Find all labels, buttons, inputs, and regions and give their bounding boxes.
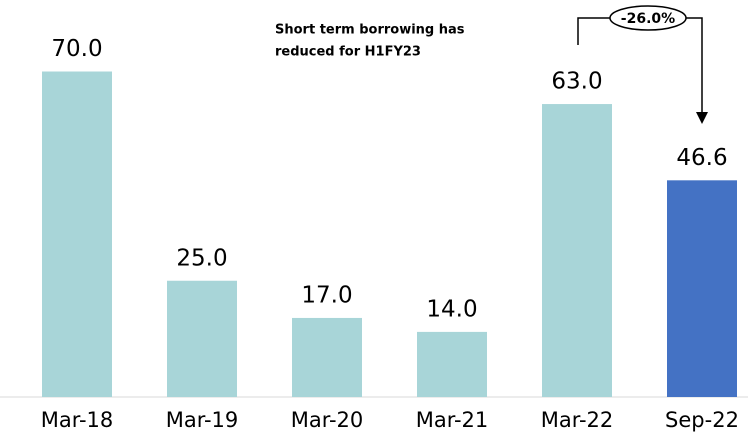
arrow-head [696,112,708,124]
annotation: Short term borrowing has [275,23,465,38]
change-label: -26.0% [621,11,675,27]
value-label: 46.6 [676,145,727,171]
x-tick-label: Mar-19 [166,408,239,432]
annotation: reduced for H1FY23 [275,45,421,60]
value-label: 17.0 [301,282,352,308]
bar [417,331,487,397]
value-label: 25.0 [176,245,227,271]
bar [167,280,237,397]
bar [292,317,362,397]
arrow [686,17,703,114]
bracket [577,17,610,45]
value-label: 14.0 [426,296,477,322]
x-tick-label: Mar-18 [41,408,114,432]
value-label: 70.0 [51,36,102,62]
x-tick-label: Mar-20 [291,408,364,432]
bar [667,180,737,397]
x-tick-label: Mar-22 [541,408,614,432]
x-tick-label: Sep-22 [665,408,739,432]
x-tick-label: Mar-21 [416,408,489,432]
bar [542,104,612,398]
bar [42,71,112,397]
value-label: 63.0 [551,69,602,95]
